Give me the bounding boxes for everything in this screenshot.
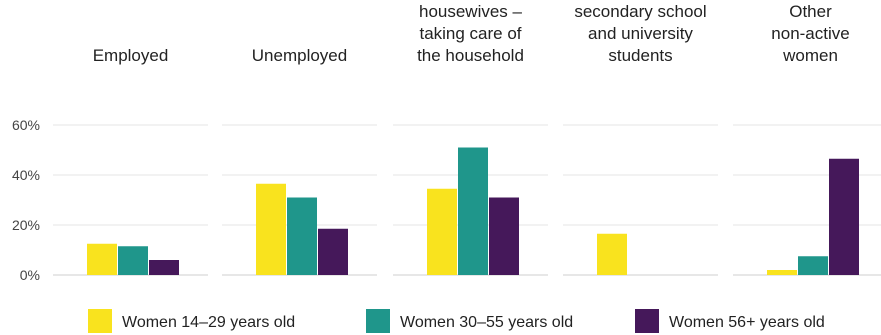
category-label: secondary school (574, 2, 706, 21)
bar (287, 197, 317, 275)
bar (489, 197, 519, 275)
category-label: Other (789, 2, 832, 21)
bar (87, 243, 117, 275)
category-label: women (782, 46, 838, 65)
bar (256, 183, 286, 275)
bar (767, 270, 797, 275)
category-label: the household (417, 46, 524, 65)
category-label: taking care of (419, 24, 521, 43)
y-tick-label: 0% (20, 267, 40, 283)
bar (149, 260, 179, 275)
bars (87, 147, 859, 275)
legend-item: Women 56+ years old (635, 309, 825, 333)
category-label: and university (588, 24, 693, 43)
bar (118, 246, 148, 275)
category-label: Employed (93, 46, 169, 65)
y-axis-ticks: 0% 20% 40% 60% (12, 117, 40, 283)
category-label: non-active (771, 24, 849, 43)
y-tick-label: 20% (12, 217, 40, 233)
y-tick-label: 60% (12, 117, 40, 133)
legend-item: Women 14–29 years old (88, 309, 295, 333)
legend-swatch (88, 309, 112, 333)
category-label: housewives – (419, 2, 523, 21)
category-label: students (608, 46, 672, 65)
legend: Women 14–29 years old Women 30–55 years o… (88, 309, 825, 333)
legend-swatch (635, 309, 659, 333)
y-tick-label: 40% (12, 167, 40, 183)
legend-label: Women 30–55 years old (400, 314, 573, 331)
legend-label: Women 56+ years old (669, 314, 825, 331)
legend-label: Women 14–29 years old (122, 314, 295, 331)
bar (458, 147, 488, 275)
legend-swatch (366, 309, 390, 333)
bar (318, 228, 348, 275)
legend-item: Women 30–55 years old (366, 309, 573, 333)
bar (829, 158, 859, 275)
category-titles: EmployedUnemployedNon-active –housewives… (93, 2, 850, 65)
bar (597, 233, 627, 275)
bar (798, 256, 828, 275)
category-label: Unemployed (252, 46, 347, 65)
bar (427, 188, 457, 275)
